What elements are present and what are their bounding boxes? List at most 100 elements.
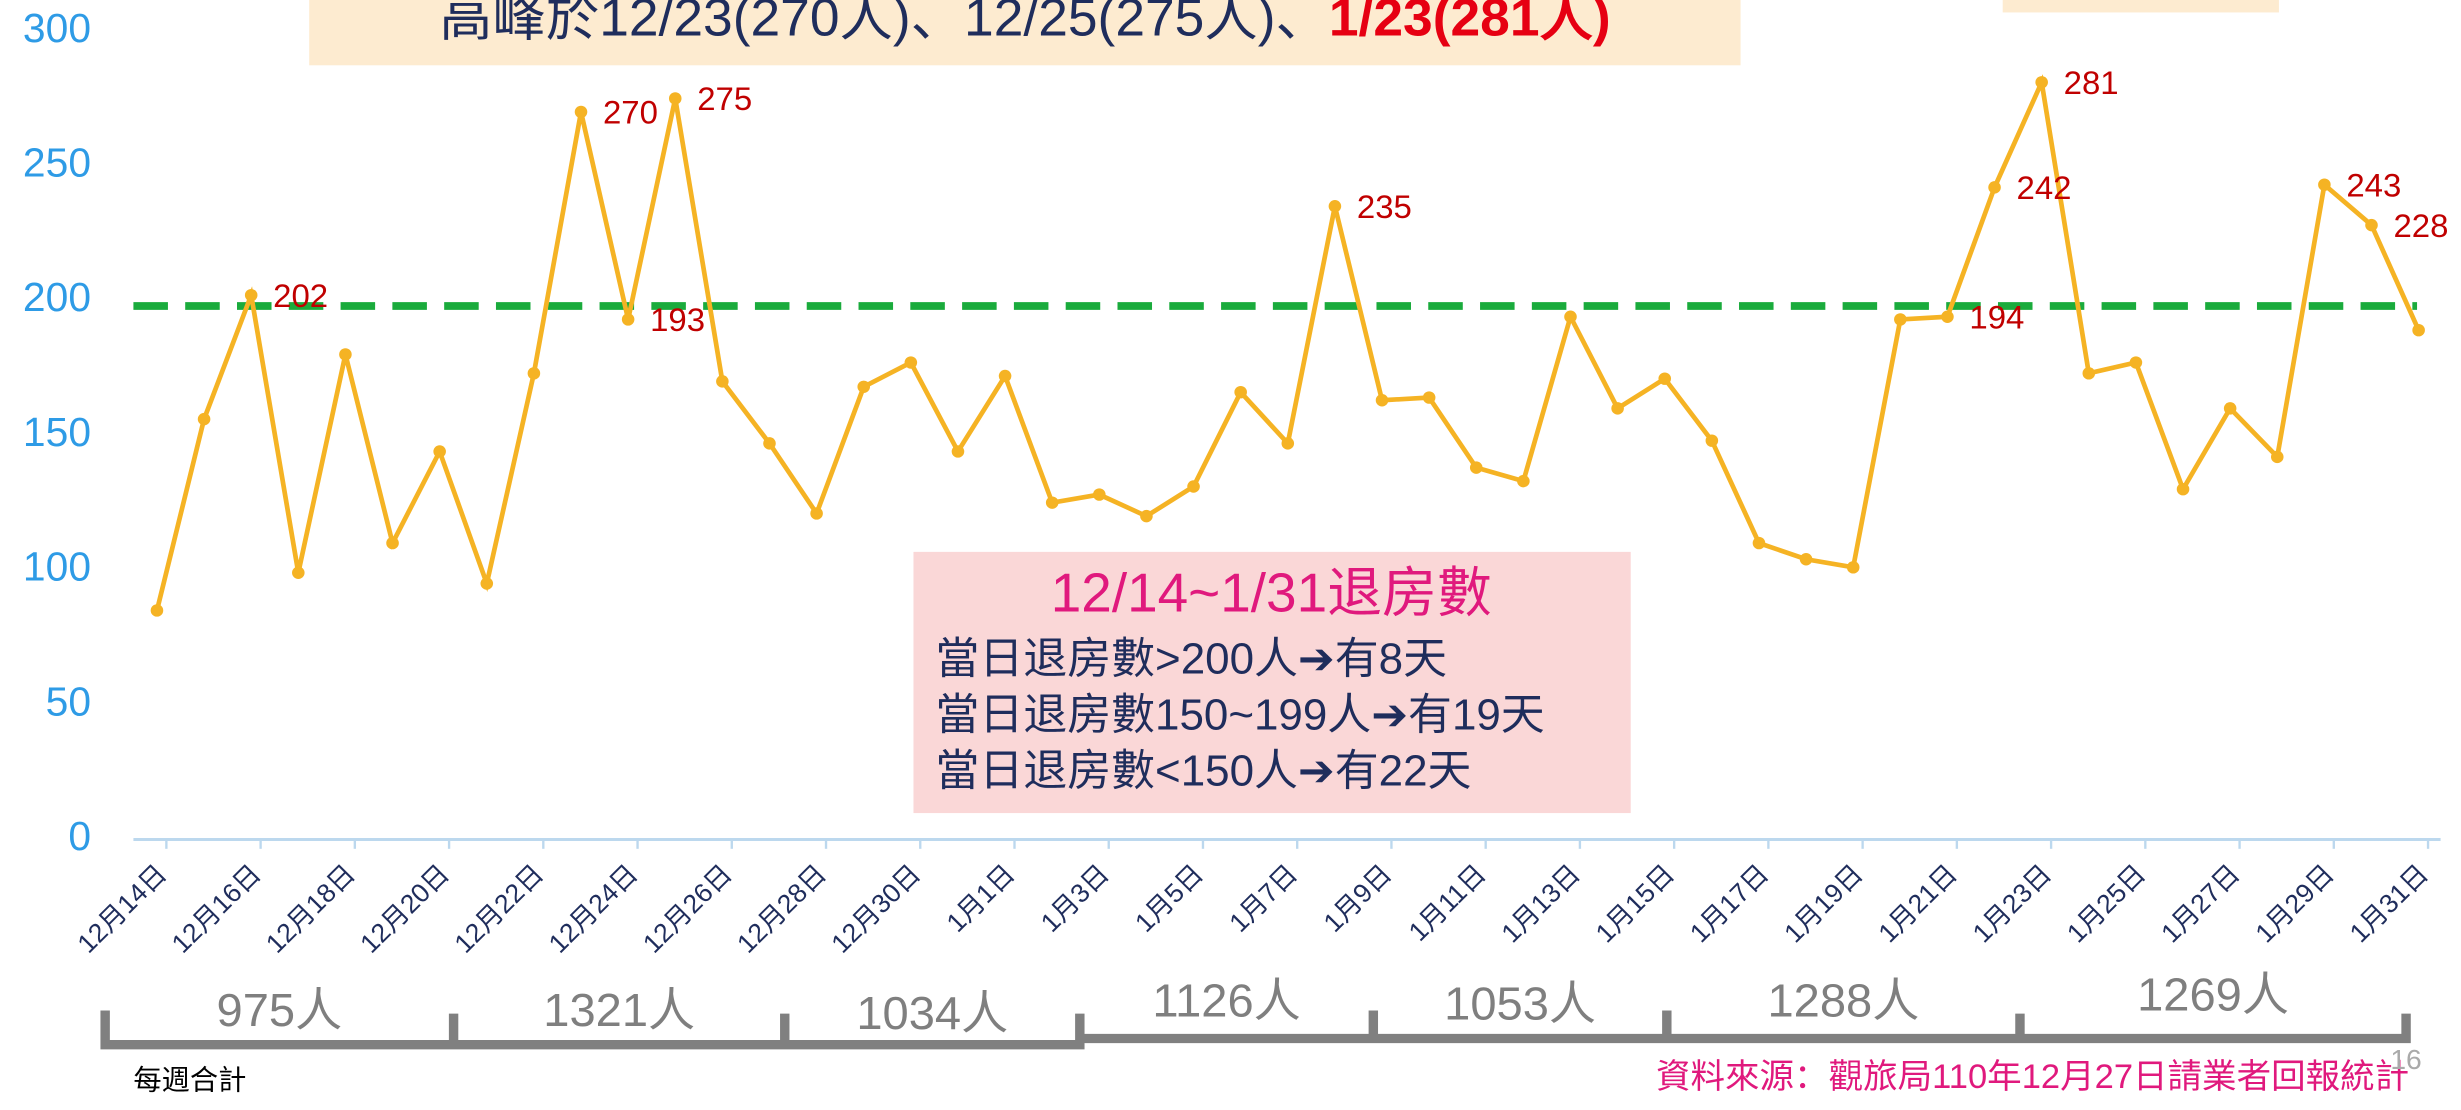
data-point <box>527 367 541 380</box>
x-tick-label: 1月13日 <box>1496 859 1587 949</box>
data-point <box>1045 496 1059 509</box>
y-tick-label: 200 <box>23 274 91 320</box>
y-tick-label: 250 <box>23 140 91 186</box>
x-tick-label: 1月3日 <box>1035 859 1115 938</box>
data-point <box>1988 181 2001 194</box>
data-point <box>1611 402 1624 415</box>
data-point <box>1234 385 1247 399</box>
x-tick-label: 1月21日 <box>1872 859 1963 949</box>
y-tick-label: 50 <box>46 679 91 725</box>
data-point <box>2412 323 2425 337</box>
data-point <box>1941 310 1954 323</box>
data-point <box>1752 536 1766 550</box>
data-point <box>1658 372 1672 385</box>
x-tick-label: 12月18日 <box>260 859 361 959</box>
data-point <box>2176 482 2190 496</box>
data-point <box>1375 394 1389 407</box>
data-point <box>1281 437 1295 450</box>
x-tick-label: 12月22日 <box>448 859 549 959</box>
data-point <box>1328 200 1342 213</box>
data-point <box>1093 488 1106 501</box>
data-point <box>1894 313 1907 326</box>
data-point <box>1705 434 1719 447</box>
x-tick-label: 1月1日 <box>941 859 1021 938</box>
data-point <box>2318 178 2331 191</box>
chart-title: 高峰於12/23(270人)、12/25(275人)、1/23(281人) <box>439 0 1611 48</box>
data-point <box>386 536 399 550</box>
info-line: 當日退房數>200人➔有8天 <box>935 635 1447 684</box>
data-label: 243 <box>2346 167 2401 204</box>
data-point <box>763 437 776 450</box>
data-point <box>1422 391 1436 404</box>
data-point <box>574 105 588 119</box>
x-tick-label: 1月9日 <box>1318 859 1398 938</box>
data-point <box>1799 553 1813 566</box>
x-tick-label: 1月23日 <box>1967 859 2058 949</box>
data-point <box>810 507 823 520</box>
x-tick-label: 12月26日 <box>637 859 738 959</box>
y-tick-label: 300 <box>23 5 91 51</box>
info-line: 當日退房數150~199人➔有19天 <box>935 691 1544 740</box>
data-line <box>154 74 2421 612</box>
x-tick-label: 1月31日 <box>2344 859 2435 949</box>
data-label: 228 <box>2393 207 2448 244</box>
title-box <box>309 0 1741 66</box>
data-point <box>621 313 635 326</box>
data-label: 194 <box>1969 299 2024 336</box>
data-point <box>2129 356 2143 369</box>
info-title: 12/14~1/31退房數 <box>1051 563 1492 624</box>
data-label: 202 <box>273 277 328 314</box>
data-point <box>1140 509 1153 523</box>
title-part: 高峰於12/23(270人)、12/25(275人)、 <box>439 0 1329 48</box>
weekly-label: 每週合計 <box>133 1065 246 1096</box>
weekly-total: 1321人 <box>543 984 695 1036</box>
weekly-total: 1288人 <box>1767 975 1919 1027</box>
info-line: 當日退房數<150人➔有22天 <box>935 747 1471 796</box>
data-point <box>857 380 871 394</box>
weekly-total: 975人 <box>217 984 343 1036</box>
y-tick-label: 100 <box>23 544 91 590</box>
data-point <box>339 348 352 361</box>
data-label: 235 <box>1357 188 1412 225</box>
x-tick-label: 1月5日 <box>1129 859 1209 938</box>
data-point <box>2270 450 2284 464</box>
data-point <box>1187 480 1200 493</box>
data-point <box>2365 218 2378 232</box>
data-point <box>1564 310 1577 323</box>
weekly-total: 1126人 <box>1152 975 1300 1027</box>
data-point <box>2082 367 2096 380</box>
data-point <box>433 445 446 458</box>
weekly-total: 1269人 <box>2137 969 2289 1021</box>
data-point <box>244 288 258 302</box>
x-tick-label: 12月24日 <box>543 859 644 959</box>
x-tick-label: 1月11日 <box>1403 859 1492 947</box>
data-label: 281 <box>2064 64 2119 101</box>
data-point <box>150 604 164 617</box>
data-point <box>2035 76 2048 89</box>
page-number: 16 <box>2390 1044 2421 1075</box>
data-point <box>1846 561 1860 574</box>
x-tick-label: 12月28日 <box>731 859 832 959</box>
x-tick-label: 12月14日 <box>71 859 172 959</box>
x-tick-label: 1月29日 <box>2249 859 2340 949</box>
data-point <box>716 375 729 388</box>
x-tick-label: 1月7日 <box>1223 859 1303 938</box>
x-tick-label: 1月27日 <box>2155 859 2246 949</box>
data-point <box>292 566 305 579</box>
data-label: 275 <box>697 80 752 117</box>
top-box <box>2002 0 2279 13</box>
x-tick-label: 12月20日 <box>354 859 455 959</box>
data-point <box>197 412 211 426</box>
x-tick-label: 12月30日 <box>825 859 926 959</box>
x-tick-label: 1月15日 <box>1590 859 1681 949</box>
y-tick-label: 150 <box>23 409 91 455</box>
data-point <box>668 92 682 105</box>
week-bracket <box>100 1010 2411 1050</box>
data-label: 193 <box>650 301 705 338</box>
info-box <box>913 551 1631 814</box>
title-highlight: 1/23(281人) <box>1329 0 1611 48</box>
x-tick-label: 1月25日 <box>2061 859 2152 949</box>
x-tick-label: 1月19日 <box>1778 859 1869 949</box>
